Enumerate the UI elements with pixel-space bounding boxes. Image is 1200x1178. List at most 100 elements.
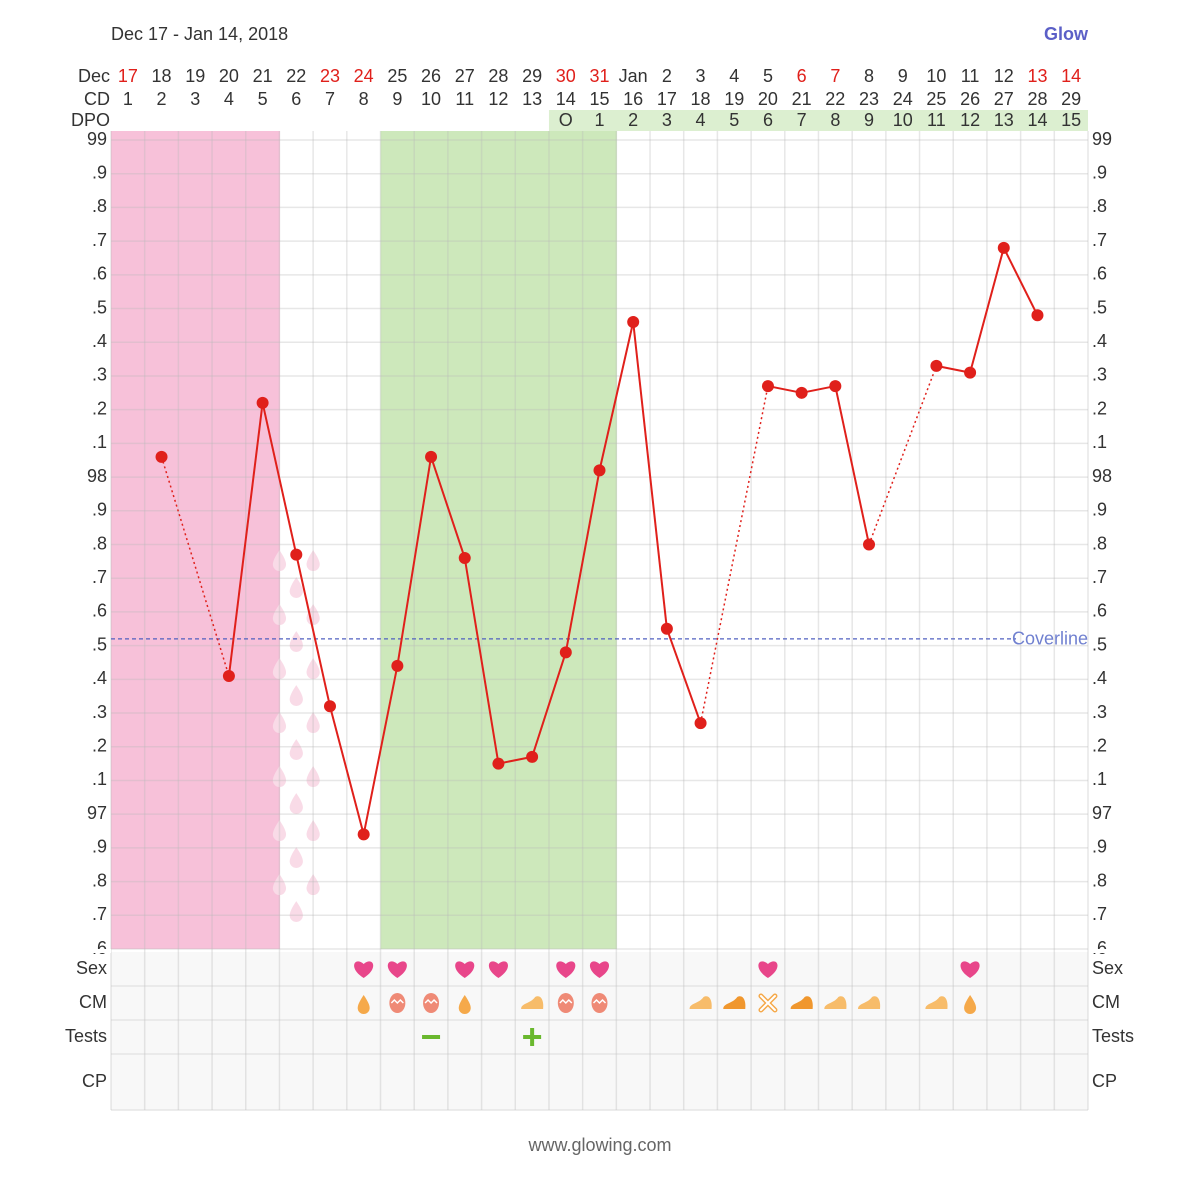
dpo-label: 9 bbox=[864, 110, 874, 130]
y-tick-label: 97 bbox=[87, 803, 107, 823]
sex-heart bbox=[556, 961, 576, 978]
sex-heart bbox=[354, 961, 374, 978]
spotting-drop bbox=[306, 766, 320, 787]
cm-icon bbox=[790, 996, 813, 1009]
cd-label: 12 bbox=[488, 89, 508, 109]
temp-segment bbox=[834, 385, 870, 545]
cm-icon bbox=[824, 996, 847, 1009]
date-label: 9 bbox=[898, 66, 908, 86]
chart-title: Dec 17 - Jan 14, 2018 bbox=[111, 24, 288, 44]
temp-point bbox=[391, 659, 404, 672]
spotting-drop bbox=[289, 685, 303, 706]
date-label: Jan bbox=[619, 66, 648, 86]
y-tick-label: .8 bbox=[1092, 870, 1107, 890]
y-tick-label: .2 bbox=[92, 736, 107, 756]
row-label: CD bbox=[84, 89, 110, 109]
y-tick-label: .9 bbox=[1092, 162, 1107, 182]
date-label: 12 bbox=[994, 66, 1014, 86]
date-label: 21 bbox=[253, 66, 273, 86]
y-tick-label: .7 bbox=[92, 904, 107, 924]
date-label: 20 bbox=[219, 66, 239, 86]
spotting-drop bbox=[289, 901, 303, 922]
temp-point bbox=[795, 386, 808, 399]
temp-segment bbox=[362, 665, 399, 835]
cm-icon bbox=[521, 996, 544, 1009]
date-label: 6 bbox=[797, 66, 807, 86]
dpo-label: 4 bbox=[696, 110, 706, 130]
dpo-label: 8 bbox=[830, 110, 840, 130]
dpo-label: O bbox=[559, 110, 573, 130]
date-label: 22 bbox=[286, 66, 306, 86]
cm-icon-detail bbox=[424, 998, 438, 1005]
date-label: 24 bbox=[354, 66, 374, 86]
date-label: 4 bbox=[729, 66, 739, 86]
spotting-drop bbox=[306, 550, 320, 571]
cm-icon bbox=[689, 996, 712, 1009]
log-row-label: CM bbox=[1092, 992, 1120, 1012]
cd-label: 29 bbox=[1061, 89, 1081, 109]
spotting-drop bbox=[306, 820, 320, 841]
y-tick-label: .1 bbox=[92, 432, 107, 452]
cd-label: 23 bbox=[859, 89, 879, 109]
y-tick-label: .6 bbox=[92, 264, 107, 284]
y-tick-label: .2 bbox=[1092, 736, 1107, 756]
cd-label: 9 bbox=[392, 89, 402, 109]
y-tick-label: 97 bbox=[1092, 803, 1112, 823]
y-tick-label: 98 bbox=[1092, 466, 1112, 486]
y-tick-label: .7 bbox=[92, 567, 107, 587]
spotting-drop bbox=[272, 820, 287, 841]
y-tick-label: .2 bbox=[1092, 398, 1107, 418]
y-tick-label: .6 bbox=[92, 601, 107, 621]
cd-label: 16 bbox=[623, 89, 643, 109]
spotting-drop bbox=[272, 766, 287, 787]
cm-icon-detail bbox=[390, 998, 404, 1005]
cd-label: 19 bbox=[724, 89, 744, 109]
cm-icon bbox=[357, 995, 370, 1014]
y-tick-label: .5 bbox=[92, 297, 107, 317]
fertile-shade bbox=[515, 131, 550, 949]
temp-point bbox=[222, 669, 235, 682]
date-label: 5 bbox=[763, 66, 773, 86]
date-label: 23 bbox=[320, 66, 340, 86]
dpo-label: 7 bbox=[797, 110, 807, 130]
temp-segment bbox=[665, 628, 702, 724]
dpo-label: 14 bbox=[1027, 110, 1047, 130]
temp-point bbox=[593, 464, 606, 477]
temp-segment bbox=[868, 365, 938, 545]
y-tick-label: .5 bbox=[1092, 634, 1107, 654]
temp-point bbox=[829, 380, 842, 393]
y-label-mask bbox=[0, 949, 111, 953]
log-row-label: CM bbox=[79, 992, 107, 1012]
spotting-drop bbox=[289, 793, 303, 814]
y-tick-label: .2 bbox=[92, 398, 107, 418]
temp-point bbox=[694, 717, 707, 730]
y-tick-label: .4 bbox=[1092, 668, 1107, 688]
y-tick-label: .8 bbox=[92, 196, 107, 216]
y-tick-label: .7 bbox=[1092, 567, 1107, 587]
temp-point bbox=[526, 750, 539, 763]
spotting-drop bbox=[306, 658, 320, 679]
log-row-label: Tests bbox=[65, 1026, 107, 1046]
spotting-drop bbox=[272, 712, 287, 733]
period-shade bbox=[212, 131, 247, 949]
temp-point bbox=[1031, 309, 1044, 322]
temp-segment bbox=[227, 402, 264, 677]
spotting-drop bbox=[272, 874, 287, 896]
dpo-label: 1 bbox=[594, 110, 604, 130]
spotting-drop bbox=[289, 631, 303, 652]
footer: www.glowing.com bbox=[527, 1135, 671, 1155]
temp-point bbox=[930, 359, 943, 372]
date-label: 26 bbox=[421, 66, 441, 86]
cd-label: 3 bbox=[190, 89, 200, 109]
cd-label: 6 bbox=[291, 89, 301, 109]
date-label: 27 bbox=[455, 66, 475, 86]
fertile-shade bbox=[481, 131, 516, 949]
cm-icon-detail bbox=[759, 995, 776, 1011]
y-tick-label: .4 bbox=[92, 668, 107, 688]
period-shade bbox=[111, 131, 146, 949]
y-tick-label: 98 bbox=[87, 466, 107, 486]
fertile-shade bbox=[582, 131, 617, 949]
cd-label: 5 bbox=[258, 89, 268, 109]
dpo-label: 15 bbox=[1061, 110, 1081, 130]
y-tick-label: .7 bbox=[1092, 230, 1107, 250]
